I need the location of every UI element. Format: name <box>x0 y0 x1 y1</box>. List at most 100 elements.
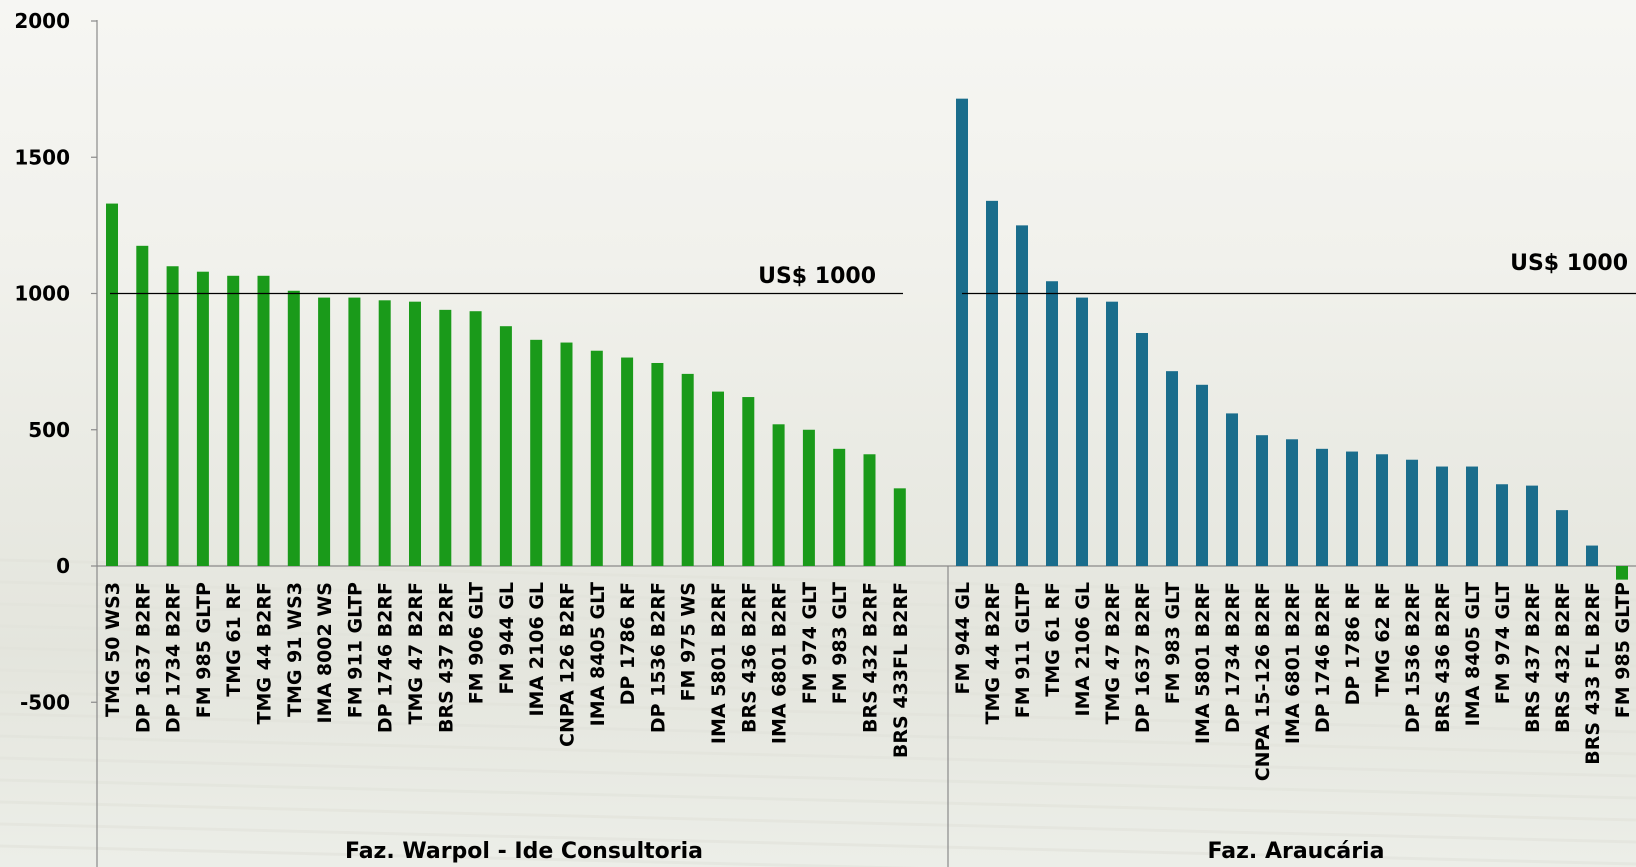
bar <box>1166 371 1178 566</box>
bar <box>409 301 421 566</box>
category-label: IMA 2106 GL <box>1072 582 1094 717</box>
field-row-stripe <box>0 756 1636 800</box>
category-label: TMG 61 RF <box>223 582 245 697</box>
category-label: TMG 91 WS3 <box>284 582 306 717</box>
y-tick-label: 0 <box>56 554 70 578</box>
bar <box>893 488 906 566</box>
group-label: Faz. Araucária <box>1208 839 1385 864</box>
labels: 2000 1500 1000 500 0 -500 TMG 50 WS3 DP 1637 B2… <box>14 9 1634 864</box>
field-row-stripe <box>0 690 1636 734</box>
category-label: TMG 50 WS3 <box>102 582 124 717</box>
bar <box>196 271 209 566</box>
field-row-stripe <box>0 646 1636 690</box>
bar <box>318 297 331 566</box>
category-label: DP 1746 B2RF <box>375 582 397 733</box>
bar <box>227 275 240 566</box>
category-label: TMG 47 B2RF <box>1102 582 1124 724</box>
bar <box>1466 466 1478 566</box>
category-label: DP 1746 B2RF <box>1312 582 1334 733</box>
category-label: FM 944 GL <box>952 582 974 694</box>
bar <box>378 300 391 566</box>
category-label: BRS 432 B2RF <box>860 582 882 733</box>
bar <box>469 311 482 566</box>
category-label: TMG 44 B2RF <box>982 582 1004 724</box>
y-tick-label: 2000 <box>14 9 70 33</box>
field-row-stripe <box>0 558 1636 602</box>
bar <box>1226 413 1238 566</box>
bar <box>530 339 543 566</box>
category-label: BRS 433FL B2RF <box>890 582 912 758</box>
bar <box>956 98 968 566</box>
category-label: BRS 437 B2RF <box>435 582 457 733</box>
bar <box>681 373 694 566</box>
category-label: TMG 61 RF <box>1042 582 1064 697</box>
field-row-stripe <box>0 734 1636 778</box>
bar <box>499 326 512 566</box>
y-tick-label: 1500 <box>14 145 70 169</box>
category-label: TMG 44 B2RF <box>254 582 276 724</box>
bar <box>772 424 785 566</box>
category-label: BRS 436 B2RF <box>738 582 760 733</box>
bar <box>1136 333 1148 566</box>
bar <box>1436 466 1448 566</box>
category-label: FM 983 GLT <box>829 582 851 704</box>
field-row-stripe <box>0 822 1636 866</box>
category-label: IMA 8002 WS <box>314 582 336 723</box>
bar <box>1076 297 1088 566</box>
bar <box>1526 485 1538 566</box>
field-row-stripe <box>0 602 1636 646</box>
category-label: IMA 6801 B2RF <box>769 582 791 744</box>
bar <box>560 342 573 566</box>
category-label: IMA 8405 GLT <box>587 582 609 726</box>
category-label: DP 1734 B2RF <box>1222 582 1244 733</box>
bar <box>590 350 603 566</box>
bar <box>1016 225 1028 566</box>
category-label: FM 974 GLT <box>1492 582 1514 704</box>
bar <box>1346 451 1358 566</box>
bar <box>1406 459 1418 566</box>
bar <box>1586 545 1598 566</box>
category-label: FM 911 GLTP <box>1012 582 1034 718</box>
bar <box>1286 439 1298 566</box>
bar <box>257 275 270 566</box>
y-tick-label: -500 <box>20 690 70 714</box>
category-label: DP 1734 B2RF <box>163 582 185 733</box>
category-label: TMG 47 B2RF <box>405 582 427 724</box>
bar <box>1106 301 1118 566</box>
bar <box>651 362 664 566</box>
category-label: FM 944 GL <box>496 582 518 694</box>
category-label: BRS 433 FL B2RF <box>1582 582 1604 765</box>
category-label: FM 906 GLT <box>466 582 488 704</box>
bar <box>1556 510 1568 566</box>
field-row-stripe <box>0 668 1636 712</box>
bar <box>1256 435 1268 566</box>
bar <box>439 309 452 566</box>
bar <box>348 297 361 566</box>
category-label: DP 1637 B2RF <box>132 582 154 733</box>
category-label: FM 974 GLT <box>799 582 821 704</box>
bar <box>986 200 998 566</box>
category-label: FM 975 WS <box>678 582 700 701</box>
bar <box>742 397 755 566</box>
category-label: TMG 62 RF <box>1372 582 1394 697</box>
field-row-stripe <box>0 712 1636 756</box>
category-label: DP 1536 B2RF <box>1402 582 1424 733</box>
category-label: DP 1637 B2RF <box>1132 582 1154 733</box>
category-label: BRS 436 B2RF <box>1432 582 1454 733</box>
y-tick-label: 1000 <box>14 282 70 306</box>
bar <box>106 203 118 566</box>
bar <box>802 429 815 566</box>
bar <box>712 391 724 566</box>
category-label: BRS 432 B2RF <box>1552 582 1574 733</box>
bar <box>1616 566 1628 580</box>
bar <box>287 290 300 566</box>
category-label: FM 985 GLTP <box>193 582 215 718</box>
field-row-stripe <box>0 800 1636 844</box>
bar <box>1316 448 1328 566</box>
category-label: IMA 5801 B2RF <box>708 582 730 744</box>
bar <box>833 448 846 566</box>
bar <box>1046 281 1058 566</box>
y-tick-label: 500 <box>28 418 70 442</box>
bar <box>136 245 149 566</box>
